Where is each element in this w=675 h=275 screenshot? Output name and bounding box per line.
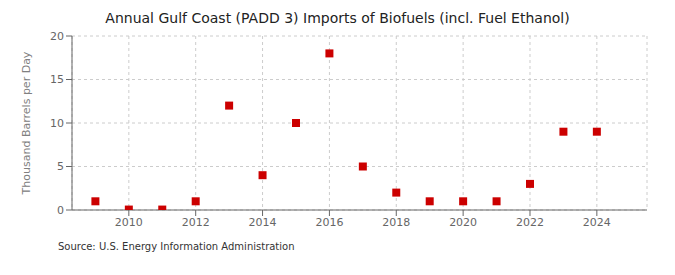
svg-text:15: 15 bbox=[50, 73, 64, 86]
svg-text:2020: 2020 bbox=[449, 216, 477, 229]
svg-text:5: 5 bbox=[57, 160, 64, 173]
svg-text:0: 0 bbox=[57, 204, 64, 217]
svg-text:2024: 2024 bbox=[583, 216, 611, 229]
svg-text:2010: 2010 bbox=[115, 216, 143, 229]
svg-text:Thousand Barrels per Day: Thousand Barrels per Day bbox=[20, 51, 33, 195]
html-text:Annual Gulf Coast (PADD 3) Imp: Annual Gulf Coast (PADD 3) Imports of Bi… bbox=[105, 10, 570, 26]
html-text:Source: U.S. Energy Informatio: Source: U.S. Energy Information Administ… bbox=[58, 241, 295, 252]
svg-text:2022: 2022 bbox=[516, 216, 544, 229]
svg-text:2016: 2016 bbox=[315, 216, 343, 229]
svg-text:2018: 2018 bbox=[382, 216, 410, 229]
svg-text:10: 10 bbox=[50, 117, 64, 130]
svg-text:2012: 2012 bbox=[182, 216, 210, 229]
svg-text:2014: 2014 bbox=[249, 216, 277, 229]
svg-text:20: 20 bbox=[50, 30, 64, 43]
